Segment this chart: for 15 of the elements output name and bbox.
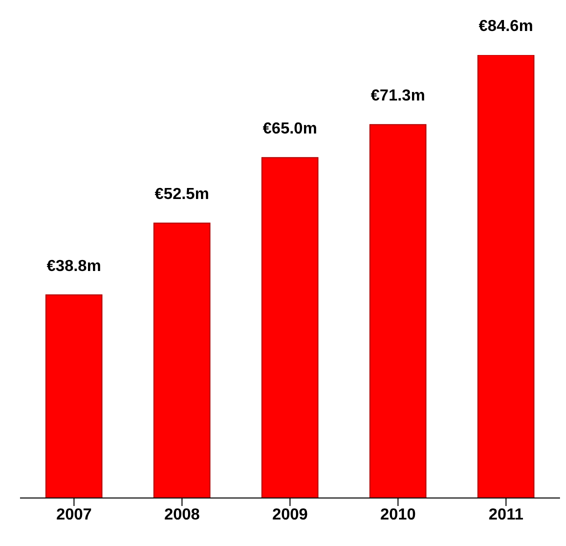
x-tick-label: 2010 bbox=[380, 506, 416, 524]
bar bbox=[477, 55, 534, 498]
data-label: €65.0m bbox=[262, 120, 318, 138]
data-label: €84.6m bbox=[478, 18, 534, 35]
x-tick-label: 2008 bbox=[164, 506, 200, 524]
bar bbox=[369, 124, 426, 498]
bar bbox=[153, 222, 210, 498]
bar bbox=[261, 157, 318, 498]
bar bbox=[45, 294, 102, 498]
data-label: €71.3m bbox=[370, 88, 426, 105]
x-tick-label: 2011 bbox=[488, 506, 524, 524]
data-label: €52.5m bbox=[154, 186, 210, 204]
x-tick-label: 2009 bbox=[272, 506, 308, 524]
data-label: €38.8m bbox=[46, 258, 102, 275]
x-tick-label: 2007 bbox=[56, 506, 92, 524]
